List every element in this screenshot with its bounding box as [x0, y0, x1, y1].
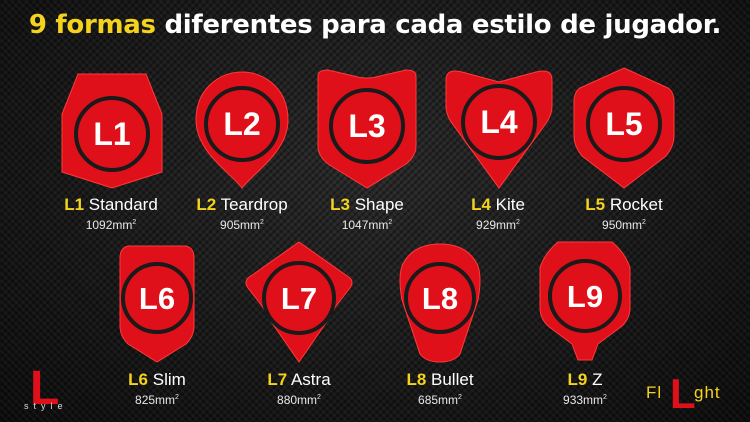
shape-flight-icon: L3 [314, 66, 420, 190]
shape-area-value: 905mm [220, 218, 261, 232]
shape-area-value: 685mm [418, 393, 459, 407]
shape-area: 929mm2 [423, 218, 573, 232]
shape-code: L7 [267, 370, 288, 389]
shape-area: 1047mm2 [292, 218, 442, 232]
shape-area-value: 825mm [135, 393, 176, 407]
shape-code-text: L7 [281, 281, 317, 316]
shape-code: L1 [64, 195, 85, 214]
title-accent: 9 formas [28, 10, 156, 40]
shape-label: L2 Teardrop [167, 195, 317, 215]
shape-label: L8 Bullet [365, 370, 515, 390]
shape-area-value: 880mm [277, 393, 318, 407]
astra-flight-icon: L7 [244, 240, 354, 364]
slim-flight-icon: L6 [118, 240, 196, 364]
shape-name: Z [592, 370, 603, 389]
shape-label: L1 Standard [36, 195, 186, 215]
shape-area: 880mm2 [224, 393, 374, 407]
flight-logo-suffix: ght [694, 383, 721, 402]
shape-label: L7 Astra [224, 370, 374, 390]
flight-logo-letter: L [670, 370, 696, 414]
shape-code-text: L5 [605, 106, 642, 142]
bullet-flight-icon: L8 [398, 242, 482, 364]
l-style-logo-word: style [24, 401, 68, 411]
shape-area-value: 950mm [602, 218, 643, 232]
shape-code: L2 [196, 195, 217, 214]
shape-area-value: 929mm [476, 218, 517, 232]
shape-code: L3 [330, 195, 350, 214]
shape-name: Rocket [609, 195, 663, 214]
shape-name: Standard [88, 195, 158, 214]
shape-area-exponent: 2 [458, 394, 462, 401]
shape-area-exponent: 2 [260, 219, 264, 226]
shape-code-text: L8 [422, 281, 458, 316]
shape-area-exponent: 2 [388, 219, 393, 226]
shape-area: 950mm2 [549, 218, 699, 232]
standard-flight-icon: L1 [60, 68, 164, 190]
shape-area: 905mm2 [167, 218, 317, 232]
shape-label: L9 Z [510, 370, 660, 390]
shape-label: L3 Shape [292, 195, 442, 215]
shape-area: 1092mm2 [36, 218, 186, 232]
shape-area-value: 933mm [563, 393, 604, 407]
title-rest: diferentes para cada estilo de jugador. [155, 10, 722, 40]
rocket-flight-icon: L5 [572, 66, 676, 190]
shape-label: L6 Slim [82, 370, 232, 390]
shape-label: L5 Rocket [549, 195, 699, 215]
shape-area-exponent: 2 [603, 394, 607, 401]
shape-code-text: L6 [139, 281, 175, 316]
l-style-logo-letter: L [30, 362, 59, 412]
shape-name: Astra [290, 370, 331, 389]
shape-code-text: L1 [93, 116, 130, 152]
page-title: 9 formas diferentes para cada estilo de … [0, 10, 750, 40]
shape-code-text: L4 [480, 104, 518, 140]
shape-area-value: 1092mm [85, 218, 133, 232]
shape-code: L8 [406, 370, 427, 389]
shape-name: Teardrop [220, 195, 288, 214]
l-style-logo: L style [18, 360, 88, 416]
shape-code-text: L9 [567, 279, 603, 314]
flight-logo: Fl L ght [644, 368, 740, 418]
shape-area: 825mm2 [82, 393, 232, 407]
shape-area-exponent: 2 [642, 219, 646, 226]
shape-code: L6 [128, 370, 149, 389]
shape-code: L5 [585, 195, 606, 214]
shape-area-exponent: 2 [175, 394, 179, 401]
shape-name: Kite [495, 195, 525, 214]
shape-area-exponent: 2 [317, 394, 321, 401]
shape-name: Shape [354, 195, 404, 214]
teardrop-flight-icon: L2 [190, 68, 294, 190]
shape-name: Bullet [431, 370, 474, 389]
shape-name: Slim [152, 370, 186, 389]
shape-area-exponent: 2 [516, 219, 520, 226]
shape-code: L9 [567, 370, 588, 389]
shape-area: 933mm2 [510, 393, 660, 407]
shape-code-text: L2 [223, 106, 260, 142]
shape-code-text: L3 [348, 108, 385, 144]
shape-code: L4 [471, 195, 491, 214]
shape-area-exponent: 2 [132, 219, 137, 226]
flight-logo-prefix: Fl [646, 383, 662, 402]
shape-label: L4 Kite [423, 195, 573, 215]
kite-flight-icon: L4 [440, 66, 558, 190]
z-flight-icon: L9 [536, 238, 634, 364]
shape-area-value: 1047mm [341, 218, 389, 232]
shape-area: 685mm2 [365, 393, 515, 407]
